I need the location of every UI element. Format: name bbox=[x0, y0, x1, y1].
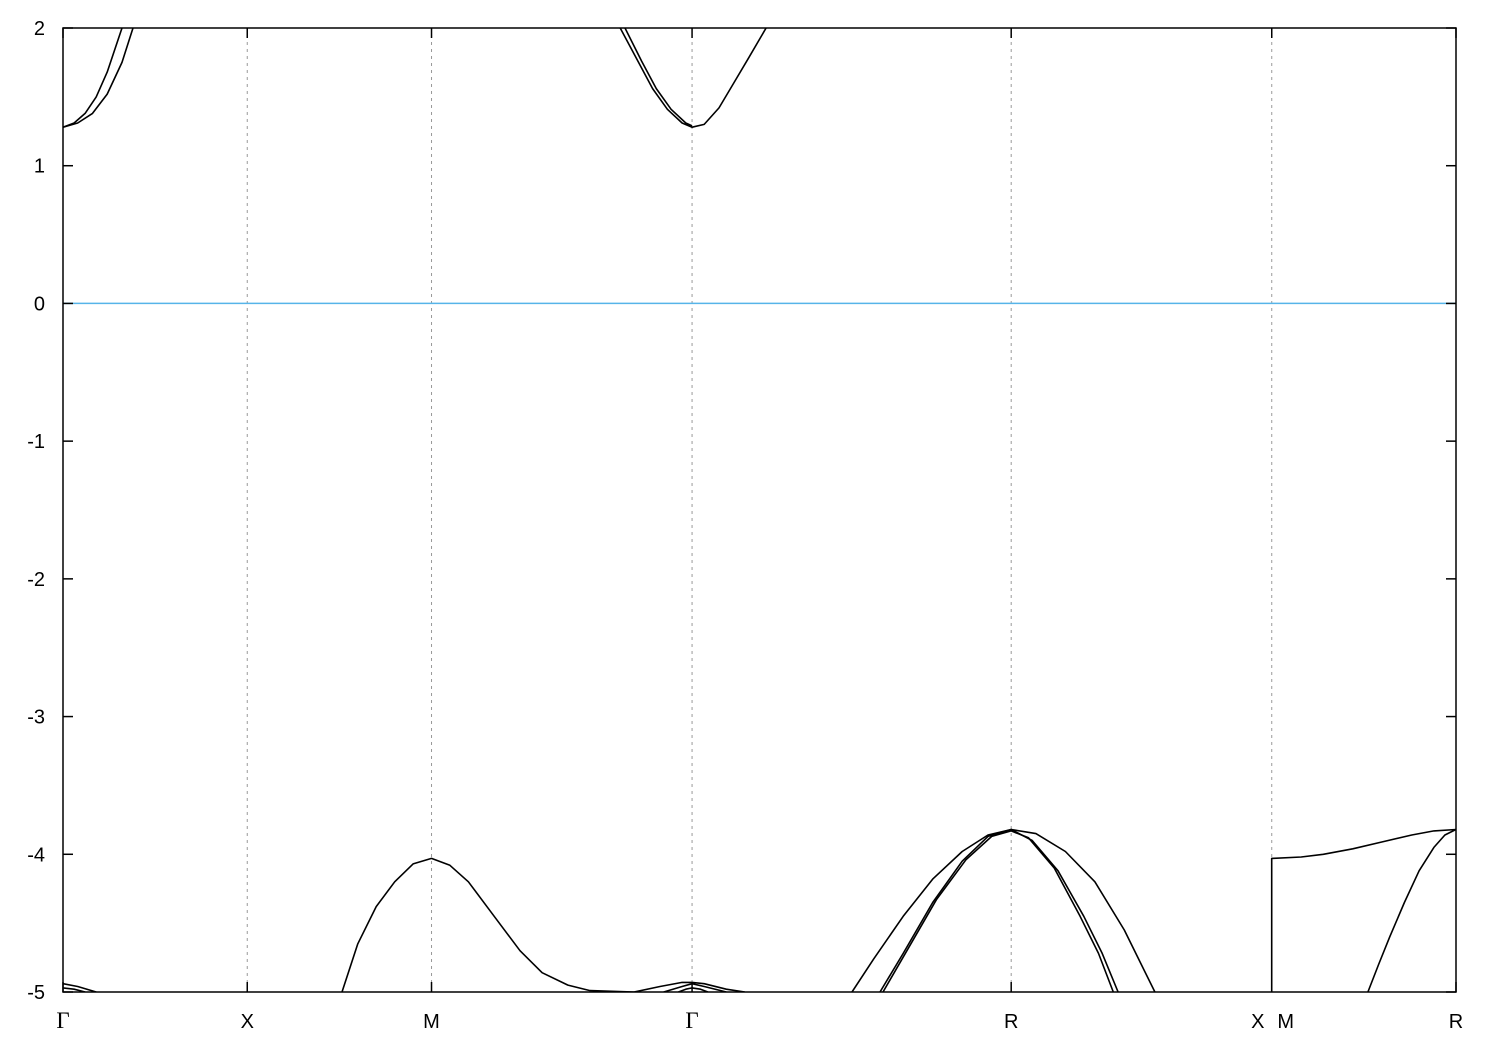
band-line bbox=[1270, 828, 1456, 992]
band-line bbox=[619, 28, 767, 128]
band-line bbox=[1367, 828, 1456, 992]
band-line bbox=[63, 28, 123, 128]
y-tick-label: -4 bbox=[27, 844, 45, 866]
x-tick-label: Γ bbox=[56, 1008, 69, 1033]
x-tick-label: M bbox=[423, 1011, 440, 1033]
y-tick-label: -1 bbox=[27, 431, 45, 453]
y-tick-label: -2 bbox=[27, 569, 45, 591]
band-line bbox=[341, 857, 635, 992]
x-tick-label: X bbox=[241, 1011, 254, 1033]
y-tick-label: -5 bbox=[27, 982, 45, 1004]
band-line bbox=[63, 987, 86, 992]
x-tick-label: R bbox=[1449, 1011, 1463, 1033]
x-tick-label: M bbox=[1277, 1011, 1294, 1033]
band-line bbox=[63, 982, 97, 992]
plot-frame bbox=[62, 27, 1457, 993]
kpoint-gridlines bbox=[246, 28, 1273, 992]
y-tick-label: 0 bbox=[34, 293, 45, 315]
y-tick-label: 2 bbox=[34, 18, 45, 40]
band-line bbox=[882, 830, 1115, 992]
bands bbox=[63, 28, 1456, 992]
y-tick-label: 1 bbox=[34, 156, 45, 178]
y-tick-label: -3 bbox=[27, 707, 45, 729]
band-line bbox=[63, 28, 134, 128]
band-line bbox=[624, 28, 693, 127]
x-tick-label: R bbox=[1004, 1011, 1018, 1033]
x-tick-label: X bbox=[1251, 1011, 1264, 1033]
band-line bbox=[879, 828, 1119, 992]
y-axis: -5 -4 -3 -2 -1 0 1 2 bbox=[27, 18, 1456, 1004]
x-tick-label: Γ bbox=[685, 1008, 698, 1033]
